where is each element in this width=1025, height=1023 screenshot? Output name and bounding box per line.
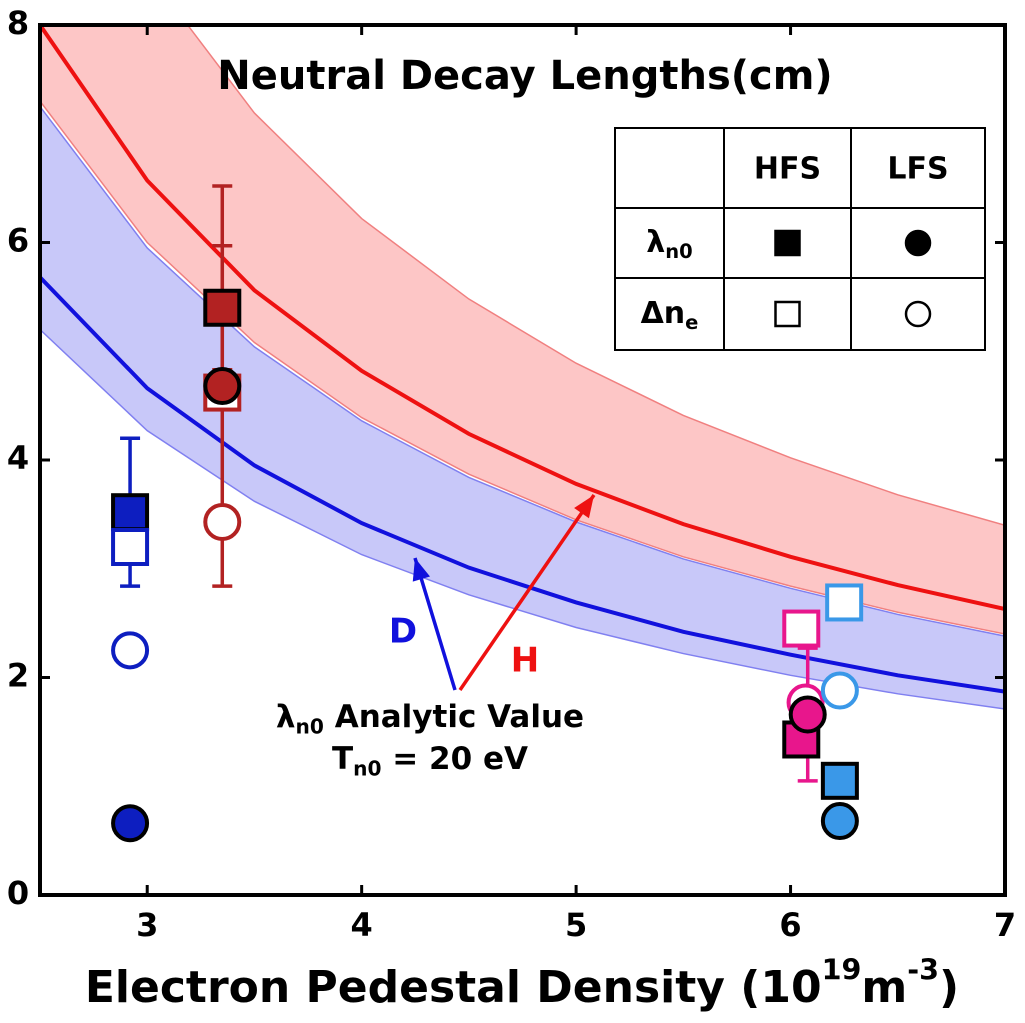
marker-circle	[820, 671, 859, 710]
text-part: n0	[665, 240, 692, 263]
arrow-head	[412, 558, 430, 582]
analytic-curve	[40, 25, 1005, 611]
uncertainty-band	[40, 25, 1005, 635]
text-part: Electron Pedestal Density (10	[85, 962, 822, 1013]
marker-square	[111, 493, 150, 532]
text-part: e	[685, 311, 698, 334]
text-part: n0	[353, 756, 381, 780]
marker-square	[774, 300, 801, 328]
marker-square	[111, 528, 150, 566]
marker-square	[774, 229, 801, 257]
y-tick-label: 0	[7, 874, 29, 912]
chart-title: Neutral Decay Lengths(cm)	[217, 53, 832, 99]
annotation: H	[511, 641, 539, 681]
arrow-head	[574, 495, 594, 519]
y-tick-label: 2	[7, 657, 29, 695]
annotation-note: Tn0 = 20 eV	[332, 741, 528, 780]
table-row-label: Δne	[641, 296, 699, 334]
marker-square	[825, 583, 864, 622]
marker-circle	[111, 631, 150, 670]
marker-square	[782, 609, 821, 648]
table-header: LFS	[887, 152, 948, 187]
annotation: D	[389, 612, 417, 652]
text-part: 19	[822, 953, 862, 987]
marker-circle	[904, 229, 932, 257]
table-header: HFS	[754, 152, 821, 187]
marker-circle	[203, 367, 242, 406]
y-tick-label: 6	[7, 222, 29, 260]
arrow-shaft	[413, 557, 457, 691]
text-part: n0	[296, 714, 324, 738]
text-part: )	[939, 962, 959, 1013]
text-part: λ	[276, 699, 296, 735]
text-part: -3	[907, 953, 939, 987]
text-part: λ	[646, 225, 665, 260]
text-part: Δn	[641, 296, 686, 331]
marker-circle	[788, 695, 827, 734]
text-part: T	[332, 741, 353, 777]
x-tick-label: 3	[136, 906, 158, 944]
marker-circle	[203, 502, 242, 541]
annotation-note: λn0 Analytic Value	[276, 699, 584, 738]
text-part: m	[861, 962, 907, 1013]
marker-square	[203, 288, 242, 327]
analytic-curve	[40, 275, 1005, 694]
arrow-shaft	[458, 494, 596, 691]
x-tick-label: 5	[565, 906, 587, 944]
marker-square	[820, 761, 859, 800]
x-tick-label: 4	[351, 906, 373, 944]
x-tick-label: 6	[779, 906, 801, 944]
y-tick-label: 8	[7, 4, 29, 42]
marker-circle	[111, 804, 150, 843]
text-part: = 20 eV	[382, 741, 529, 777]
y-tick-label: 4	[7, 439, 29, 477]
marker-circle	[904, 300, 932, 328]
x-tick-label: 7	[994, 906, 1016, 944]
text-part: Analytic Value	[324, 699, 584, 735]
marker-circle	[820, 802, 859, 841]
x-axis-label: Electron Pedestal Density (1019m-3)	[85, 953, 959, 1013]
table-row-label: λn0	[646, 225, 692, 263]
